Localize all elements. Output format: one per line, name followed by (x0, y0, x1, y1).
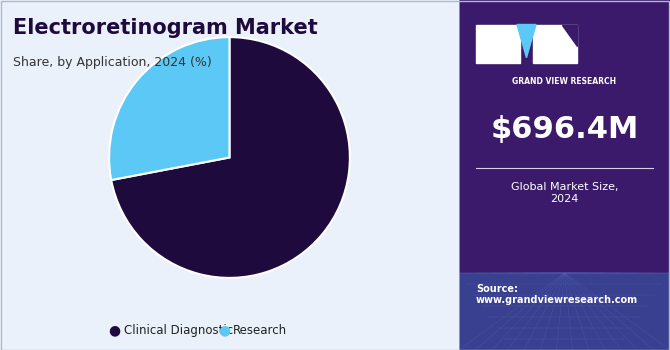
Wedge shape (111, 37, 350, 278)
Text: $696.4M: $696.4M (490, 115, 639, 144)
Bar (476, 25, 520, 63)
Text: Research: Research (233, 324, 287, 337)
Text: Clinical Diagnostic: Clinical Diagnostic (124, 324, 233, 337)
Polygon shape (517, 25, 536, 58)
Text: Global Market Size,
2024: Global Market Size, 2024 (511, 182, 618, 204)
Polygon shape (562, 25, 577, 46)
Bar (533, 25, 577, 63)
Text: ●: ● (108, 324, 120, 338)
Text: Electroretinogram Market: Electroretinogram Market (13, 18, 318, 37)
Text: ●: ● (218, 324, 230, 338)
Text: Share, by Application, 2024 (%): Share, by Application, 2024 (%) (13, 56, 212, 69)
Wedge shape (109, 37, 230, 180)
Text: Source:
www.grandviewresearch.com: Source: www.grandviewresearch.com (476, 284, 638, 305)
Bar (459, 273, 670, 350)
Text: GRAND VIEW RESEARCH: GRAND VIEW RESEARCH (513, 77, 616, 86)
